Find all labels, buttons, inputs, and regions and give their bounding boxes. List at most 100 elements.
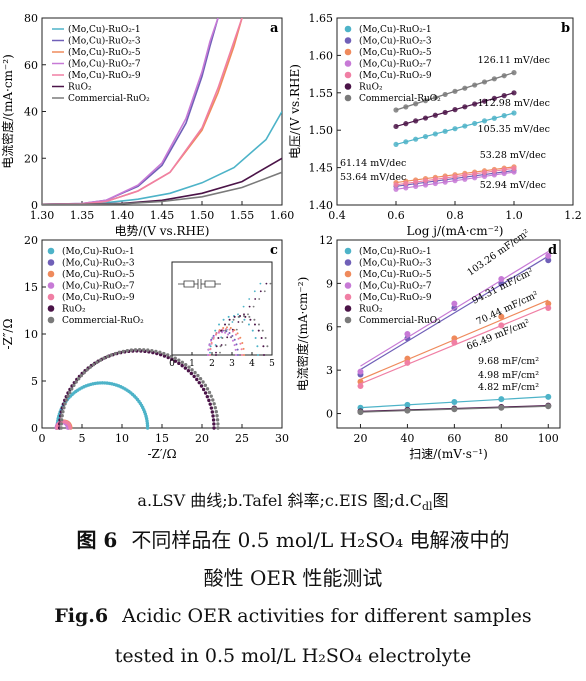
eis-point [180, 360, 184, 365]
cdl-point [498, 322, 505, 329]
inset-point [227, 333, 230, 336]
y-tick-label-b: 1.65 [309, 12, 334, 25]
inset-point [236, 348, 239, 351]
inset-point [247, 323, 250, 326]
inset-point [235, 343, 238, 346]
tafel-point [511, 70, 517, 76]
inset-point [243, 313, 245, 316]
inset-point [222, 318, 225, 321]
tafel-point [442, 128, 448, 134]
tafel-point [491, 172, 497, 178]
figure-label-en: Fig.6 [54, 605, 109, 627]
legend-marker-d [344, 293, 352, 301]
figure-panels: a1.30 1.35 1.40 1.45 1.50 1.55 1.60020406080电势… [0, 12, 582, 461]
tafel-point [481, 118, 488, 124]
tafel-point [442, 109, 448, 116]
inset-point [209, 351, 211, 354]
eis-point [145, 426, 150, 430]
inset-point [222, 327, 225, 330]
eis-point [215, 418, 220, 422]
inset-point [253, 318, 256, 321]
cdl-point [451, 398, 458, 405]
cdl-point [404, 407, 411, 414]
eis-point [63, 402, 67, 406]
inset-point [257, 329, 260, 332]
cdl-point [545, 403, 552, 410]
cdl-point [498, 280, 505, 287]
legend-marker-b [344, 94, 352, 102]
tafel-point [511, 90, 517, 96]
y-tick-label-b: 1.60 [309, 49, 334, 62]
tafel-point [501, 93, 507, 99]
inset-point [214, 344, 217, 346]
legend-entry-a: (Mo,Cu)-RuO₂-9 [68, 70, 141, 81]
subcaption-subscript: dl [422, 500, 433, 514]
tafel-point [511, 110, 517, 116]
tafel-point [422, 115, 429, 121]
tafel-point [432, 180, 438, 187]
legend-marker-d [344, 305, 352, 312]
title-en-line2: tested in 0.5 mol/L H₂SO₄ electrolyte [114, 645, 472, 667]
subcaption-end: 图 [432, 491, 449, 510]
y-axis-label-a: 电流密度/(mA·cm⁻²) [0, 54, 15, 169]
legend-marker-c [47, 259, 55, 266]
eis-point [197, 380, 201, 385]
inset-point [264, 337, 267, 340]
eis-point [59, 418, 64, 422]
inset-point [233, 344, 236, 347]
legend-marker-b [344, 48, 352, 56]
eis-point [213, 406, 218, 410]
tafel-point [422, 178, 429, 184]
inset-point [215, 351, 217, 354]
tafel-point [491, 76, 497, 82]
eis-point [60, 414, 64, 418]
cdl-value-label: 4.98 mF/cm² [478, 370, 539, 381]
legend-entry-c: Commercial-RuO₂ [62, 316, 144, 326]
x-axis-label-b: Log j/(mA·cm⁻²) [407, 224, 504, 238]
tafel-point [501, 73, 507, 79]
inset-point [224, 344, 227, 346]
x-axis-label-a: 电势/(V vs.RHE) [115, 224, 210, 238]
tafel-point [452, 173, 458, 180]
tafel-point [452, 107, 458, 113]
inset-point [221, 337, 224, 340]
legend-entry-b: Commercial-RuO₂ [359, 94, 441, 104]
eis-point [98, 358, 103, 362]
tafel-point [511, 165, 517, 171]
eis-point [210, 410, 215, 414]
eis-point [95, 360, 99, 365]
eis-point [100, 381, 105, 385]
y-tick-label-c: 20 [24, 234, 38, 247]
inset-point [237, 321, 240, 323]
cdl-point [498, 396, 505, 403]
legend-entry-b: RuO₂ [359, 83, 383, 93]
y-tick-label-c: 10 [24, 328, 38, 341]
subcaption-text: a.LSV 曲线;b.Tafel 斜率;c.EIS 图;d.C [137, 491, 422, 510]
inset-point [252, 305, 255, 308]
y-tick-label-c: 5 [31, 375, 38, 388]
eis-point [212, 422, 216, 426]
eis-point [79, 373, 84, 378]
tafel-point [413, 101, 419, 107]
inset-point [219, 351, 221, 354]
tafel-point [462, 123, 468, 129]
inset-point [248, 298, 251, 300]
cdl-point [451, 406, 458, 413]
inset-point [241, 341, 244, 344]
tafel-point [491, 95, 497, 102]
inset-point [248, 315, 251, 318]
tafel-point [452, 88, 458, 94]
subcaption: a.LSV 曲线;b.Tafel 斜率;c.EIS 图;d.Cdl图 [0, 487, 586, 513]
legend-marker-d [344, 259, 352, 266]
cdl-point [451, 335, 458, 342]
tafel-point [491, 115, 497, 121]
y-tick-label-a: 20 [24, 152, 38, 165]
tafel-point [403, 121, 409, 127]
legend-marker-b [344, 71, 352, 79]
x-tick-label-a: 1.55 [230, 209, 255, 222]
title-cn-line1: 不同样品在 0.5 mol/L H₂SO₄ 电解液中的 [131, 528, 510, 552]
legend-entry-a: Commercial-RuO₂ [68, 94, 150, 104]
eis-point [162, 351, 166, 356]
caption-cn-line1: 图 6 不同样品在 0.5 mol/L H₂SO₄ 电解液中的 [0, 524, 586, 553]
tafel-point [501, 170, 507, 177]
